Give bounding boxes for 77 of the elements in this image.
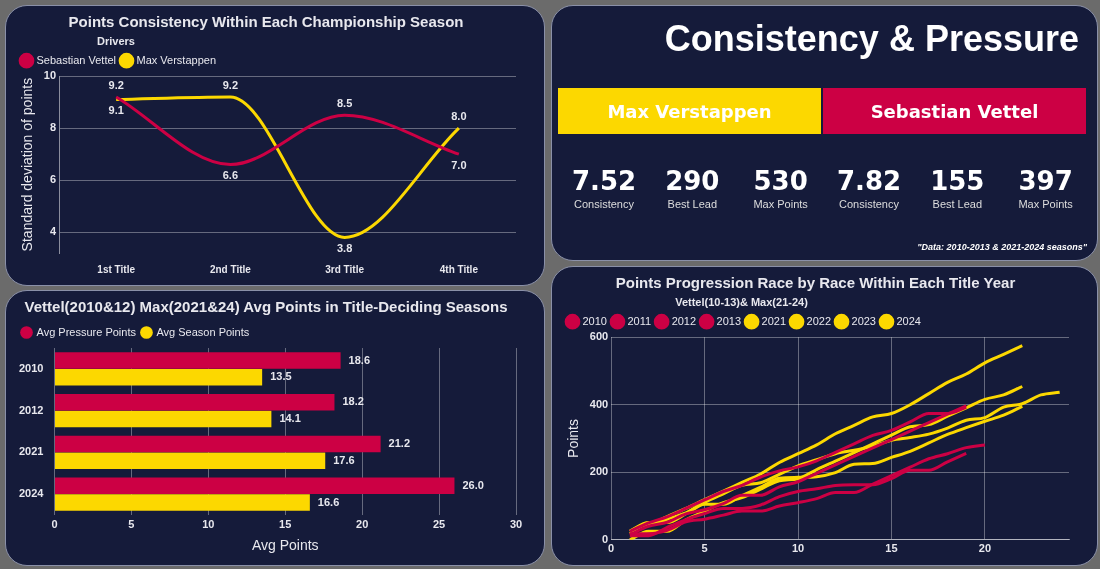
data-label: 26.0 — [462, 478, 484, 491]
data-label: 13.5 — [270, 370, 292, 383]
y-tick-label: 0 — [602, 532, 609, 545]
text: Best Lead — [666, 198, 719, 210]
chart-title: Vettel(2010&12) Max(2021&24) Avg Points in Title-Deciding Seasons — [24, 298, 508, 316]
y-tick-label: 600 — [589, 330, 609, 343]
legend-label: 2012 — [671, 314, 697, 327]
data-label: 9.1 — [108, 104, 124, 117]
x-tick-label: 3rd Title — [325, 263, 365, 275]
x-tick-label: 25 — [432, 517, 446, 530]
x-tick-label: 5 — [701, 542, 708, 555]
x-tick-label: 10 — [202, 517, 215, 530]
x-tick-label: 15 — [279, 517, 292, 530]
text: 7.82 — [835, 166, 903, 196]
text: 155 — [929, 166, 986, 196]
x-tick-label: 2nd Title — [209, 263, 252, 275]
legend-label: Max Verstappen — [136, 53, 216, 66]
y-tick-label: 10 — [43, 69, 57, 82]
data-label: 7.0 — [451, 158, 467, 171]
text: Best Lead — [931, 198, 984, 210]
x-tick-label: 15 — [885, 542, 898, 555]
legend-label: 2022 — [806, 314, 832, 327]
data-label: 9.2 — [222, 78, 239, 91]
data-label: 8.5 — [336, 96, 353, 109]
data-label: 8.0 — [451, 109, 467, 122]
data-label: 9.2 — [108, 78, 124, 91]
x-tick-label: 4th Title — [439, 263, 479, 275]
y-tick-label: 400 — [589, 397, 609, 410]
data-label: 18.2 — [342, 395, 364, 408]
chart-title: Points Consistency Within Each Championship Season — [68, 13, 464, 31]
legend-title: Drivers — [97, 34, 135, 47]
data-label: 3.8 — [336, 241, 353, 254]
legend-label: Avg Season Points — [156, 325, 250, 338]
legend-label: Avg Pressure Points — [36, 325, 137, 338]
data-label: 18.6 — [348, 353, 371, 366]
legend-label: 2011 — [627, 314, 652, 327]
legend-label: 2023 — [851, 314, 876, 327]
x-axis-title: Avg Points — [251, 537, 319, 554]
data-label: 16.6 — [317, 495, 340, 508]
x-tick-label: 10 — [791, 542, 805, 555]
chart-title: Points Progression Race by Race Within Each Title Year — [615, 274, 1016, 292]
y-tick-label: 2024 — [18, 487, 45, 500]
legend-label: 2021 — [761, 314, 787, 327]
text: Consistency — [573, 198, 635, 210]
text: 7.52 — [570, 166, 638, 196]
text: Consistency & Pressure — [664, 18, 1079, 60]
data-label: 6.6 — [222, 169, 239, 182]
y-tick-label: 8 — [49, 121, 57, 134]
y-axis-title: Points — [565, 419, 582, 458]
y-tick-label: 2010 — [18, 361, 44, 374]
text: 397 — [1017, 166, 1074, 196]
text: 290 — [664, 166, 721, 196]
y-tick-label: 2021 — [18, 445, 44, 458]
data-label: 14.1 — [279, 412, 301, 425]
data-label: 17.6 — [333, 453, 355, 466]
legend-title: Vettel(10-13)& Max(21-24) — [675, 295, 809, 308]
legend-label: Sebastian Vettel — [36, 53, 117, 66]
x-tick-label: 30 — [509, 517, 523, 530]
text: Consistency — [838, 198, 900, 210]
banner: Max Verstappen — [558, 88, 821, 134]
y-tick-label: 6 — [49, 173, 57, 186]
text: 530 — [752, 166, 809, 196]
y-tick-label: 2012 — [18, 403, 44, 416]
legend-label: 2024 — [896, 314, 921, 327]
text: Max Points — [1017, 198, 1074, 210]
x-tick-label: 20 — [356, 517, 369, 530]
x-tick-label: 1st Title — [97, 263, 136, 275]
y-tick-label: 200 — [589, 465, 609, 478]
legend-label: 2013 — [716, 314, 742, 327]
data-label: 21.2 — [388, 437, 411, 450]
text: "Data: 2010-2013 & 2021-2024 seasons" — [917, 242, 1087, 252]
y-tick-label: 4 — [49, 225, 57, 238]
banner: Sebastian Vettel — [823, 88, 1086, 134]
x-tick-label: 20 — [978, 542, 992, 555]
text: Max Points — [752, 198, 809, 210]
x-tick-label: 5 — [128, 517, 135, 530]
y-axis-title: Standard deviation of points — [19, 77, 36, 252]
